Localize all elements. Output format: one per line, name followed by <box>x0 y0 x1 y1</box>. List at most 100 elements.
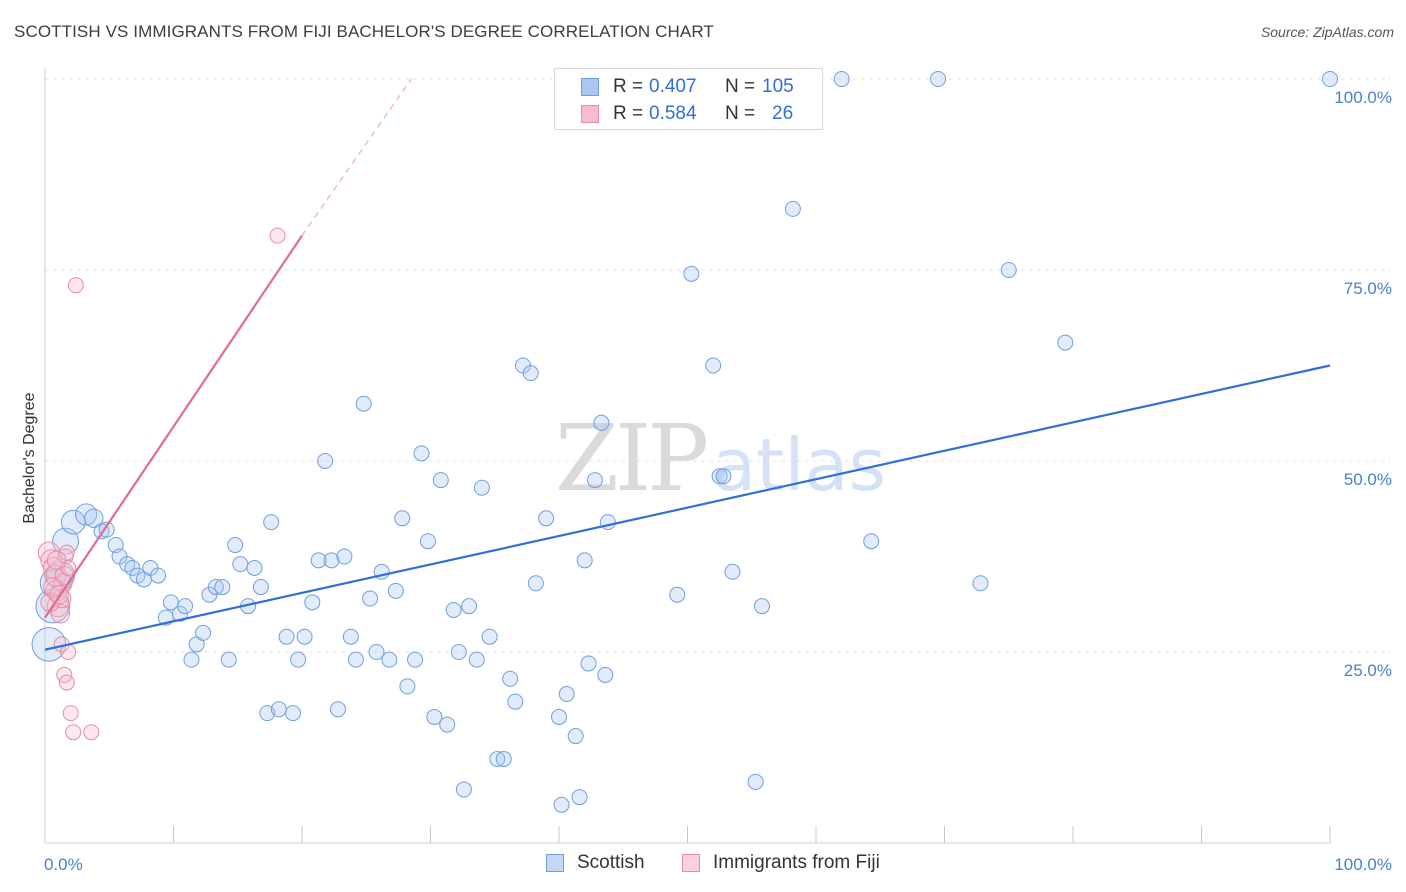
fiji-point <box>43 577 63 597</box>
scottish-point <box>455 781 472 798</box>
scottish-point <box>784 200 801 217</box>
scottish-point <box>586 472 603 489</box>
scottish-point <box>507 693 524 710</box>
trend-line-scottish <box>44 364 1331 651</box>
scottish-point <box>558 686 575 703</box>
scottish-point <box>285 705 302 722</box>
scottish-point <box>432 472 449 489</box>
scottish-point <box>669 586 686 603</box>
scottish-point <box>1322 71 1338 87</box>
legend-swatch-scottish <box>581 78 599 96</box>
scottish-point <box>183 651 200 668</box>
fiji-point <box>46 550 67 571</box>
watermark-zip: ZIP <box>555 405 706 512</box>
scottish-point <box>1000 262 1017 278</box>
scottish-point <box>310 552 327 569</box>
scottish-point <box>439 716 456 733</box>
scottish-point <box>522 365 539 382</box>
scottish-point <box>413 445 430 462</box>
scottish-point <box>220 651 237 668</box>
watermark-atlas: atlas <box>712 423 886 507</box>
scottish-point <box>495 750 512 767</box>
legend-label-scottish: Scottish <box>577 852 645 873</box>
scottish-point <box>336 548 353 565</box>
scottish-point <box>705 357 722 374</box>
scottish-point <box>567 728 584 745</box>
y-tick-label: 50.0% <box>1344 470 1392 489</box>
scottish-point <box>355 395 372 412</box>
y-tick-label: 100.0% <box>1334 88 1392 107</box>
scottish-point <box>571 789 588 806</box>
scottish-point <box>342 628 359 645</box>
scottish-point <box>597 666 614 683</box>
scottish-point <box>580 655 597 672</box>
fiji-point <box>62 705 79 722</box>
fiji-point <box>83 724 100 741</box>
scottish-point <box>227 537 244 554</box>
y-tick-label: 25.0% <box>1344 661 1392 680</box>
watermark: ZIP atlas <box>555 405 886 512</box>
y-tick-label: 75.0% <box>1344 279 1392 298</box>
scottish-point <box>362 590 379 607</box>
scottish-point <box>347 651 364 668</box>
scottish-point <box>527 575 544 592</box>
legend-label-fiji: Immigrants from Fiji <box>713 852 880 873</box>
x-tick-label: 0.0% <box>44 855 83 874</box>
scottish-point <box>972 575 989 592</box>
scottish-point <box>270 701 287 718</box>
scottish-point <box>711 468 728 485</box>
scottish-point <box>461 598 478 615</box>
y-axis-label: Bachelor's Degree <box>21 392 38 523</box>
scottish-point <box>863 533 880 550</box>
scottish-point <box>833 71 850 87</box>
scottish-point <box>317 453 334 469</box>
scottish-point <box>450 644 467 660</box>
scottish-point <box>419 533 436 550</box>
axes <box>44 68 1331 844</box>
fiji-point <box>65 724 82 741</box>
r-label: R = <box>613 76 644 97</box>
scottish-point <box>399 678 416 695</box>
legend-swatch-scottish <box>546 854 564 872</box>
scottish-point <box>368 644 385 660</box>
scottish-point <box>468 651 485 668</box>
r-label: R = <box>613 103 644 124</box>
legend-row-scottish: R = 0.407 N = 105 <box>555 74 822 100</box>
scottish-point <box>329 701 346 718</box>
n-value: 105 <box>762 76 794 97</box>
scottish-point <box>538 510 555 527</box>
scottish-point <box>407 651 424 668</box>
trend-layer <box>44 78 1331 651</box>
scottish-point <box>195 624 212 641</box>
scottish-point <box>263 514 280 531</box>
scottish-point <box>576 552 593 569</box>
scottish-point <box>754 598 771 615</box>
scottish-point <box>553 796 570 813</box>
r-value: 0.407 <box>649 76 697 97</box>
scottish-point <box>394 510 411 527</box>
chart-title: SCOTTISH VS IMMIGRANTS FROM FIJI BACHELO… <box>14 22 714 41</box>
scottish-point <box>930 71 947 87</box>
legend-swatch-fiji <box>581 105 599 123</box>
scottish-point <box>323 552 340 569</box>
fiji-point <box>58 674 75 691</box>
fiji-point <box>42 556 66 580</box>
scottish-point <box>290 651 307 668</box>
scottish-point <box>278 628 295 645</box>
trend-line-fiji <box>44 235 303 619</box>
scottish-point <box>426 708 443 725</box>
scottish-point <box>387 582 404 599</box>
scottish-point <box>683 265 700 282</box>
scottish-point <box>177 598 194 615</box>
scottish-point <box>747 773 764 790</box>
scottish-point <box>715 468 732 485</box>
source-label: Source: ZipAtlas.com <box>1260 24 1394 40</box>
fiji-point <box>67 277 84 294</box>
legend-row-fiji: R = 0.584 N = 26 <box>555 101 822 127</box>
n-value: 26 <box>772 103 794 124</box>
scottish-point <box>724 563 741 580</box>
scottish-point <box>207 579 224 596</box>
scottish-point <box>481 628 498 645</box>
scottish-point <box>593 414 610 431</box>
